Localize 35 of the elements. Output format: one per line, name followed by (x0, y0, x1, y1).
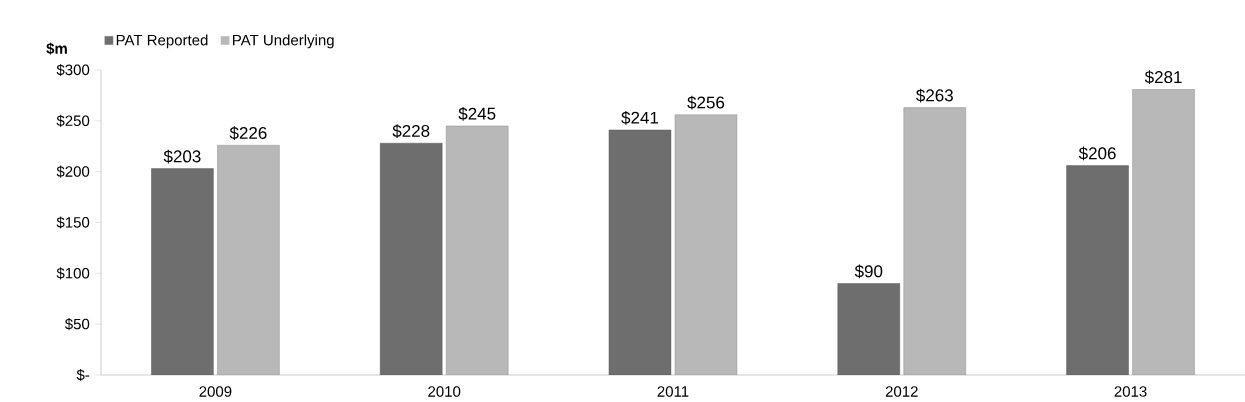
data-label: $228 (392, 124, 430, 138)
y-tick-label: $150 (56, 216, 90, 229)
y-tick-label: $100 (56, 267, 90, 280)
data-label: $281 (1144, 70, 1182, 85)
y-tick-label: $200 (56, 165, 90, 178)
legend-label: PAT Reported (116, 34, 208, 49)
bar (1066, 165, 1129, 375)
y-tick-label: $300 (56, 63, 90, 77)
legend-label: PAT Underlying (233, 34, 334, 49)
x-tick-label: 2013 (1114, 386, 1147, 397)
data-label: $256 (687, 95, 725, 110)
y-tick-label: $- (76, 368, 90, 382)
x-tick-label: 2012 (885, 386, 918, 397)
y-tick-label: $50 (64, 318, 90, 331)
bar (379, 143, 443, 375)
x-tick-label: 2011 (657, 386, 689, 397)
bar (151, 168, 214, 375)
bar (608, 129, 672, 375)
data-label: $90 (854, 264, 883, 279)
data-label: $263 (916, 88, 953, 103)
y-axis-title: $m (46, 42, 67, 55)
bar (445, 125, 509, 375)
data-label: $245 (458, 106, 496, 121)
data-label: $206 (1078, 146, 1116, 161)
data-label: $241 (621, 111, 659, 125)
bar (217, 145, 280, 375)
bar (1132, 89, 1195, 375)
y-tick-label: $250 (56, 114, 90, 127)
x-tick-label: 2009 (199, 386, 232, 397)
data-label: $226 (229, 126, 267, 141)
bar (903, 107, 966, 375)
bar (837, 283, 900, 375)
data-label: $203 (163, 149, 201, 164)
bar (674, 114, 738, 375)
x-tick-label: 2010 (428, 386, 461, 397)
